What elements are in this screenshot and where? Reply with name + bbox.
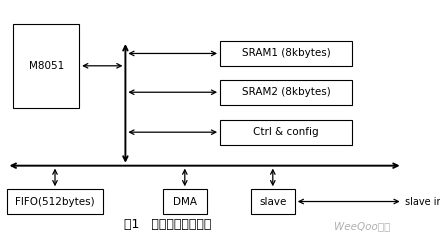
Text: WeeQoo维库: WeeQoo维库 bbox=[334, 221, 391, 231]
Bar bbox=[7, 189, 103, 214]
Text: 图1   硬件开发平台框图: 图1 硬件开发平台框图 bbox=[124, 218, 211, 231]
Text: FIFO(512bytes): FIFO(512bytes) bbox=[15, 196, 95, 207]
Text: Ctrl & config: Ctrl & config bbox=[253, 127, 319, 137]
Text: DMA: DMA bbox=[173, 196, 197, 207]
Text: M8051: M8051 bbox=[29, 61, 64, 71]
Bar bbox=[163, 189, 207, 214]
Text: SRAM2 (8kbytes): SRAM2 (8kbytes) bbox=[242, 87, 330, 97]
Bar bbox=[220, 41, 352, 66]
Bar bbox=[220, 120, 352, 145]
Text: SRAM1 (8kbytes): SRAM1 (8kbytes) bbox=[242, 48, 330, 59]
Bar bbox=[220, 80, 352, 105]
Bar bbox=[251, 189, 295, 214]
Bar bbox=[13, 24, 79, 108]
Text: slave interface: slave interface bbox=[405, 196, 440, 207]
Text: slave: slave bbox=[259, 196, 286, 207]
